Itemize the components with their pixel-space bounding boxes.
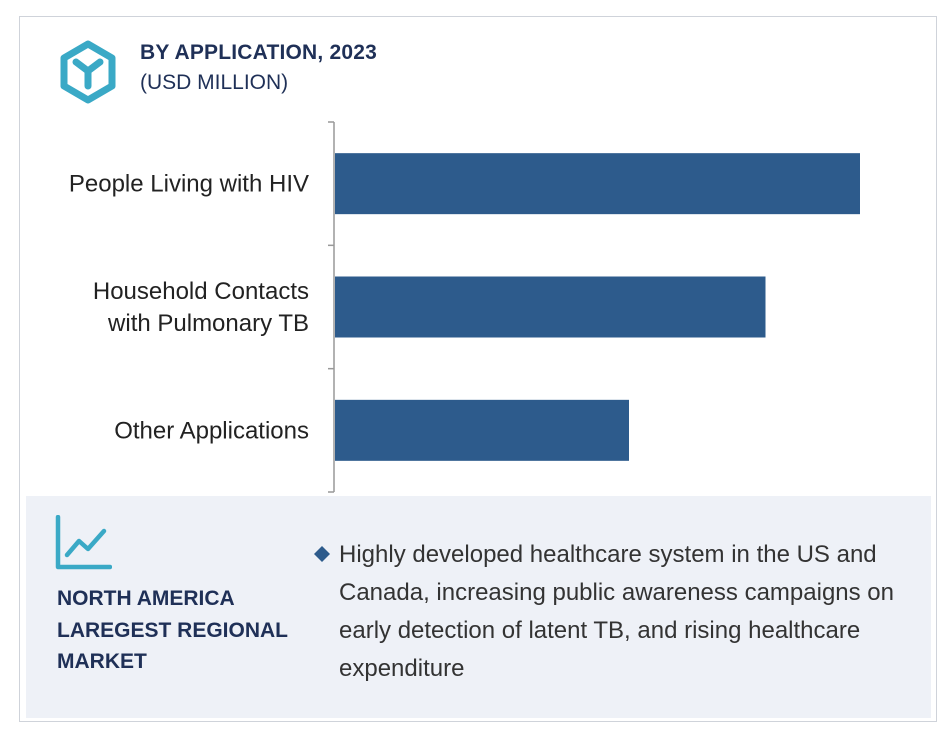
chart-subtitle: (USD MILLION) (140, 71, 289, 94)
category-label: People Living with HIV (69, 171, 309, 198)
bar (335, 276, 766, 338)
trend-line-icon (55, 515, 112, 570)
category-label: Household Contacts (93, 278, 309, 305)
category-label: Other Applications (114, 417, 309, 444)
bar (335, 153, 860, 215)
category-label: with Pulmonary TB (107, 310, 309, 337)
bar-chart: People Living with HIV Household Contacts… (69, 121, 860, 493)
chart-title: BY APPLICATION, 2023 (140, 41, 378, 64)
region-label: NORTH AMERICA LAREGEST REGIONAL MARKET (57, 587, 288, 673)
summary-panel (26, 496, 931, 718)
hexagon-y-icon (60, 40, 116, 104)
bar (335, 399, 629, 461)
diamond-bullet-icon (314, 546, 330, 562)
bullet-text: Highly developed healthcare system in th… (339, 541, 894, 682)
